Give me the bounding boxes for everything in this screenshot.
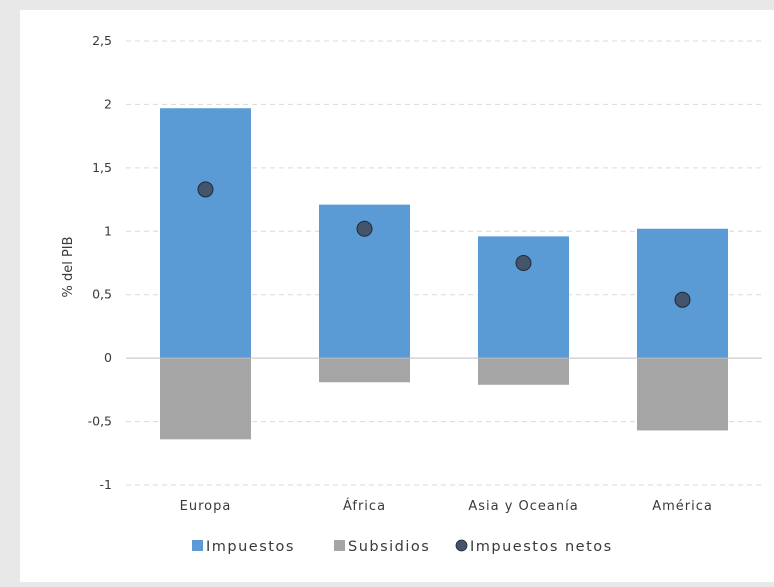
subsidios-bar-3 xyxy=(637,358,728,431)
subsidios-bar-2 xyxy=(478,358,569,385)
y-tick-label: 1 xyxy=(104,223,112,238)
chart-panel: -1 -0,5 0 0,5 1 1,5 2 2,5 Europa África Asia y Oc… xyxy=(20,10,774,582)
chart-svg: -1 -0,5 0 0,5 1 1,5 2 2,5 Europa África Asia y Oc… xyxy=(61,33,762,555)
y-tick-label: 0 xyxy=(104,350,112,365)
x-tick-label: Europa xyxy=(180,499,232,514)
impuestos-bar-0 xyxy=(160,108,251,359)
x-tick-label: América xyxy=(652,499,713,514)
x-tick-label: África xyxy=(343,498,386,514)
impuestos-bar-2 xyxy=(478,236,569,359)
y-axis-label: % del PIB xyxy=(61,236,76,297)
net-marker-1 xyxy=(356,220,373,237)
y-tick-label: 2 xyxy=(104,96,112,111)
y-tick-label: 1,5 xyxy=(92,160,112,175)
legend-impuestos-swatch xyxy=(192,540,203,551)
net-marker-0 xyxy=(197,181,214,198)
legend-subsidios-swatch xyxy=(334,540,345,551)
y-tick-label: 2,5 xyxy=(92,33,112,48)
y-tick-label: -1 xyxy=(100,477,112,492)
net-marker-2 xyxy=(515,255,532,271)
grid-lines xyxy=(126,40,762,486)
subsidios-bar-0 xyxy=(160,358,251,440)
y-tick-label: 0,5 xyxy=(92,287,112,302)
legend-impuestos-netos-label: Impuestos netos xyxy=(470,539,613,555)
net-markers xyxy=(197,181,691,308)
legend-impuestos-netos-swatch xyxy=(455,539,468,552)
legend: Impuestos Subsidios Impuestos netos xyxy=(192,539,613,555)
y-tick-label: -0,5 xyxy=(88,414,112,429)
legend-impuestos-label: Impuestos xyxy=(206,539,295,555)
bars xyxy=(160,108,728,440)
subsidios-bar-1 xyxy=(319,358,410,383)
legend-subsidios-label: Subsidios xyxy=(348,539,430,555)
net-marker-3 xyxy=(674,291,691,308)
y-tick-labels: -1 -0,5 0 0,5 1 1,5 2 2,5 xyxy=(88,33,112,492)
x-tick-label: Asia y Oceanía xyxy=(468,499,578,514)
x-tick-labels: Europa África Asia y Oceanía América xyxy=(180,498,713,514)
